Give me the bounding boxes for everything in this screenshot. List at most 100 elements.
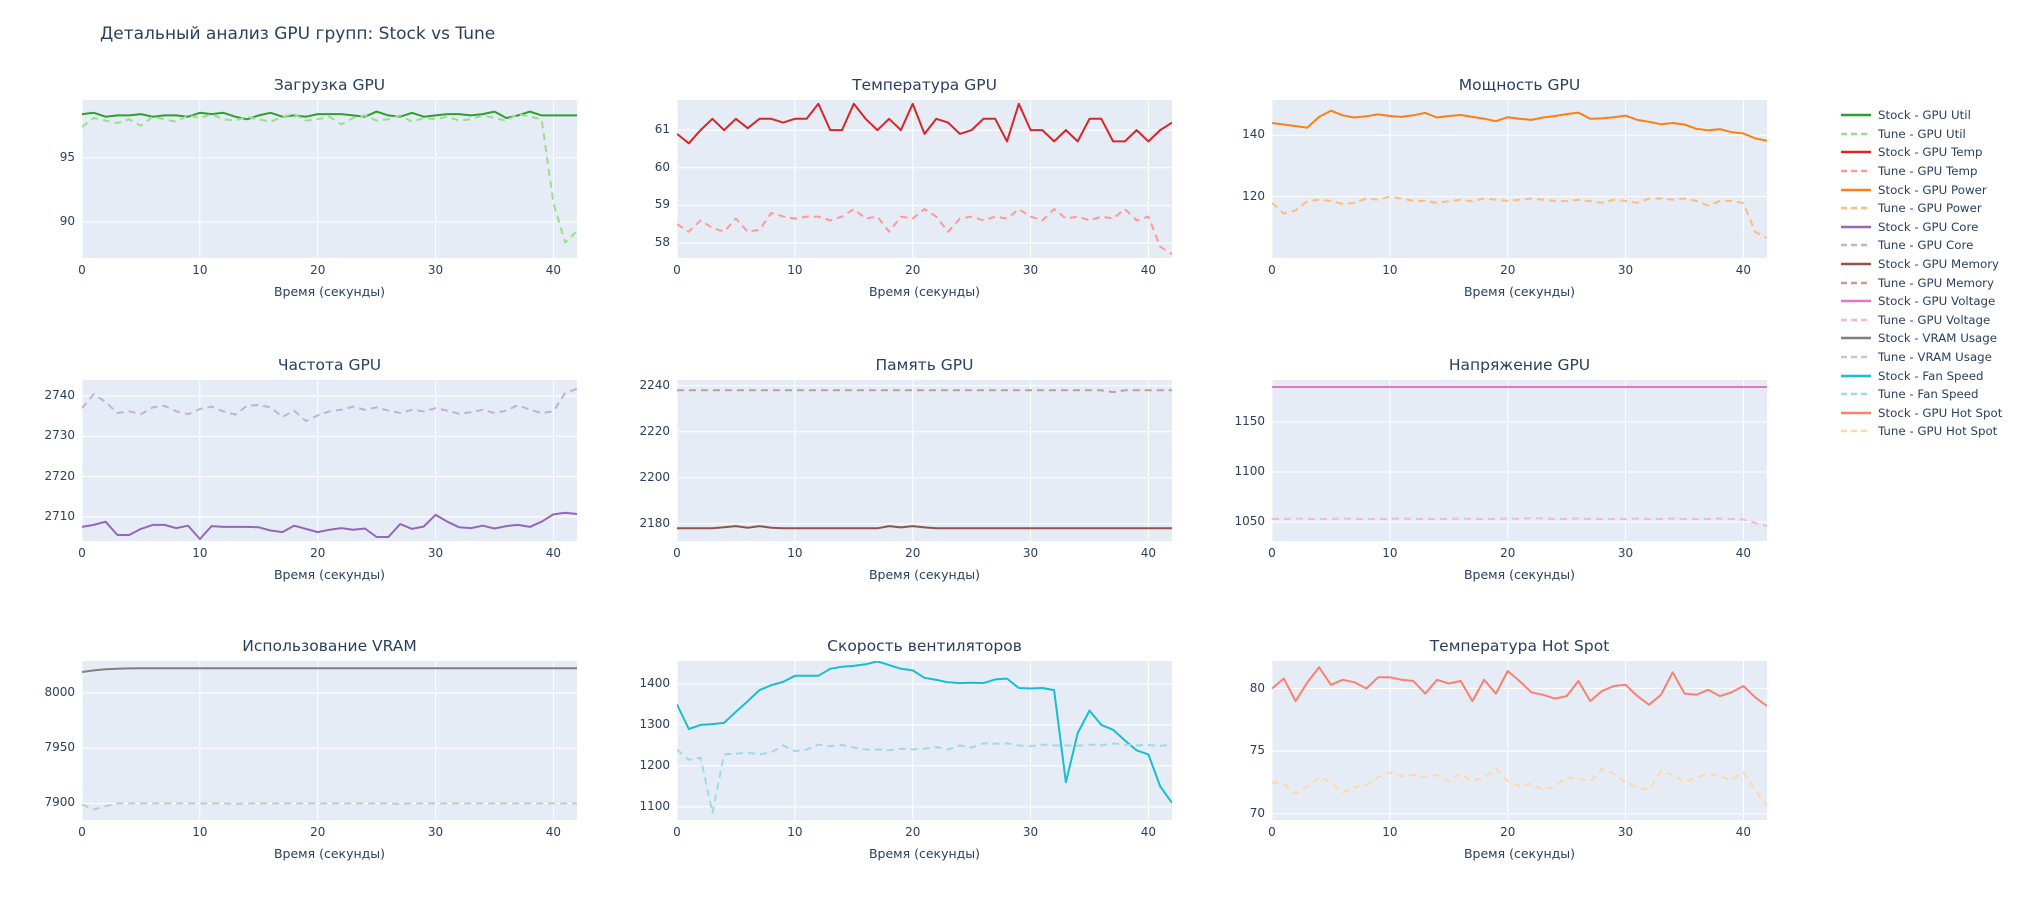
x-axis-tick-label: 0 <box>1268 546 1276 560</box>
plot-area[interactable] <box>1272 380 1767 541</box>
legend-item-stock-gpu-memory[interactable]: Stock - GPU Memory <box>1840 255 2002 274</box>
plot-area[interactable] <box>82 661 577 820</box>
x-axis-tick-label: 10 <box>192 825 208 839</box>
y-axis-tick-label: 140 <box>1242 127 1265 142</box>
legend-item-tune-gpu-power[interactable]: Tune - GPU Power <box>1840 199 2002 218</box>
x-axis-tick-label: 30 <box>1022 263 1039 277</box>
plot-background <box>1272 661 1767 820</box>
legend-item-stock-gpu-temp[interactable]: Stock - GPU Temp <box>1840 143 2002 162</box>
legend-item-tune-gpu-voltage[interactable]: Tune - GPU Voltage <box>1840 311 2002 330</box>
y-axis-tick-label: 7950 <box>44 740 75 755</box>
y-axis-tick-label: 75 <box>1249 743 1265 758</box>
plot-area[interactable] <box>1272 661 1767 820</box>
series-line-tune-gpu-temp <box>677 208 1172 256</box>
legend-item-tune-gpu-core[interactable]: Tune - GPU Core <box>1840 236 2002 255</box>
series-line-tune-gpu-util <box>82 113 577 244</box>
plot-area[interactable] <box>677 380 1172 541</box>
series-line-tune-fan-speed <box>677 742 1172 814</box>
legend-label: Tune - VRAM Usage <box>1878 350 1992 365</box>
legend-label: Tune - GPU Core <box>1878 238 1974 253</box>
legend-item-stock-vram-usage[interactable]: Stock - VRAM Usage <box>1840 329 2002 348</box>
legend-line-sample <box>1841 374 1871 377</box>
legend-line-sample <box>1841 114 1871 117</box>
legend-line-sample <box>1841 132 1871 136</box>
legend-line-sample <box>1841 262 1871 266</box>
plot-area[interactable] <box>677 100 1172 258</box>
legend-item-stock-fan-speed[interactable]: Stock - Fan Speed <box>1840 366 2002 385</box>
legend-label: Stock - Fan Speed <box>1878 368 1984 383</box>
x-axis-title: Время (секунды) <box>1463 567 1576 582</box>
plot-background <box>1272 100 1767 258</box>
y-axis-tick-label: 120 <box>1242 188 1265 203</box>
legend-label: Tune - GPU Voltage <box>1878 312 1991 327</box>
legend-line-sample <box>1841 225 1871 229</box>
legend-item-tune-fan-speed[interactable]: Tune - Fan Speed <box>1840 385 2002 404</box>
x-axis-tick-label: 10 <box>192 263 208 277</box>
subplot-title: Использование VRAM <box>242 637 417 655</box>
y-axis-tick-label: 2740 <box>44 388 75 403</box>
plot-area[interactable] <box>1272 100 1767 258</box>
plot-background <box>1272 380 1767 541</box>
y-axis-tick-label: 1150 <box>1234 414 1265 428</box>
x-axis-tick-label: 30 <box>427 546 444 560</box>
legend-item-stock-gpu-util[interactable]: Stock - GPU Util <box>1840 106 2002 125</box>
legend-item-tune-vram-usage[interactable]: Tune - VRAM Usage <box>1840 348 2002 367</box>
x-axis-tick-label: 0 <box>673 825 681 839</box>
y-axis-tick-label: 1100 <box>1234 464 1265 478</box>
x-axis-tick-label: 40 <box>545 546 562 560</box>
series-line-stock-gpu-memory <box>677 525 1172 530</box>
y-axis-tick-label: 1300 <box>639 716 670 731</box>
y-axis-tick-label: 80 <box>1249 680 1265 695</box>
legend-label: Stock - GPU Temp <box>1878 145 1983 160</box>
x-axis-tick-label: 30 <box>427 825 444 839</box>
y-axis-tick-label: 58 <box>654 234 670 249</box>
x-axis-tick-label: 20 <box>1500 263 1516 277</box>
x-axis-tick-label: 0 <box>1268 263 1276 277</box>
legend-item-tune-gpu-memory[interactable]: Tune - GPU Memory <box>1840 273 2002 292</box>
legend-item-stock-gpu-voltage[interactable]: Stock - GPU Voltage <box>1840 292 2002 311</box>
x-axis-tick-label: 10 <box>192 546 208 560</box>
legend-item-stock-gpu-core[interactable]: Stock - GPU Core <box>1840 218 2002 237</box>
legend-item-tune-gpu-hot-spot[interactable]: Tune - GPU Hot Spot <box>1840 422 2002 441</box>
x-axis-tick-label: 40 <box>1735 546 1752 560</box>
x-axis-tick-label: 40 <box>545 825 562 839</box>
x-axis-tick-label: 40 <box>1140 825 1157 839</box>
plot-area[interactable] <box>82 100 577 258</box>
plot-area[interactable] <box>82 380 577 541</box>
x-axis-title: Время (секунды) <box>868 567 981 582</box>
y-axis-tick-label: 95 <box>59 149 75 164</box>
x-axis-tick-label: 0 <box>78 546 86 560</box>
legend-item-tune-gpu-util[interactable]: Tune - GPU Util <box>1840 125 2002 144</box>
x-axis-title: Время (секунды) <box>273 284 386 299</box>
x-axis-tick-label: 10 <box>787 825 803 839</box>
legend-label: Tune - GPU Power <box>1878 201 1982 216</box>
legend-item-tune-gpu-temp[interactable]: Tune - GPU Temp <box>1840 162 2002 181</box>
y-axis-tick-label: 2730 <box>44 428 75 443</box>
x-axis-tick-label: 10 <box>1382 825 1398 839</box>
legend-line-sample <box>1841 207 1871 210</box>
x-axis-tick-label: 10 <box>1382 546 1398 560</box>
x-axis-tick-label: 10 <box>1382 263 1398 277</box>
subplot-title: Частота GPU <box>277 356 382 374</box>
legend-label: Stock - GPU Power <box>1878 182 1987 197</box>
x-axis-tick-label: 30 <box>1617 546 1634 560</box>
legend-item-stock-gpu-hot-spot[interactable]: Stock - GPU Hot Spot <box>1840 404 2002 423</box>
legend-label: Stock - GPU Voltage <box>1878 294 1996 309</box>
legend-line-sample <box>1841 281 1871 284</box>
x-axis-tick-label: 20 <box>310 263 326 277</box>
legend-line-sample <box>1841 151 1871 154</box>
series-line-tune-gpu-power <box>1272 195 1767 239</box>
y-axis-tick-label: 2710 <box>44 508 75 523</box>
plot-area[interactable] <box>677 661 1172 820</box>
x-axis-tick-label: 20 <box>905 825 921 839</box>
series-line-stock-vram-usage <box>82 667 577 673</box>
x-axis-tick-label: 0 <box>1268 825 1276 839</box>
subplot-title: Температура Hot Spot <box>1429 637 1610 655</box>
x-axis-tick-label: 20 <box>310 825 326 839</box>
y-axis-tick-label: 2200 <box>639 469 670 484</box>
legend-line-sample <box>1841 430 1871 433</box>
legend-item-stock-gpu-power[interactable]: Stock - GPU Power <box>1840 180 2002 199</box>
y-axis-tick-label: 70 <box>1249 805 1265 820</box>
legend-label: Stock - GPU Memory <box>1878 257 2000 272</box>
